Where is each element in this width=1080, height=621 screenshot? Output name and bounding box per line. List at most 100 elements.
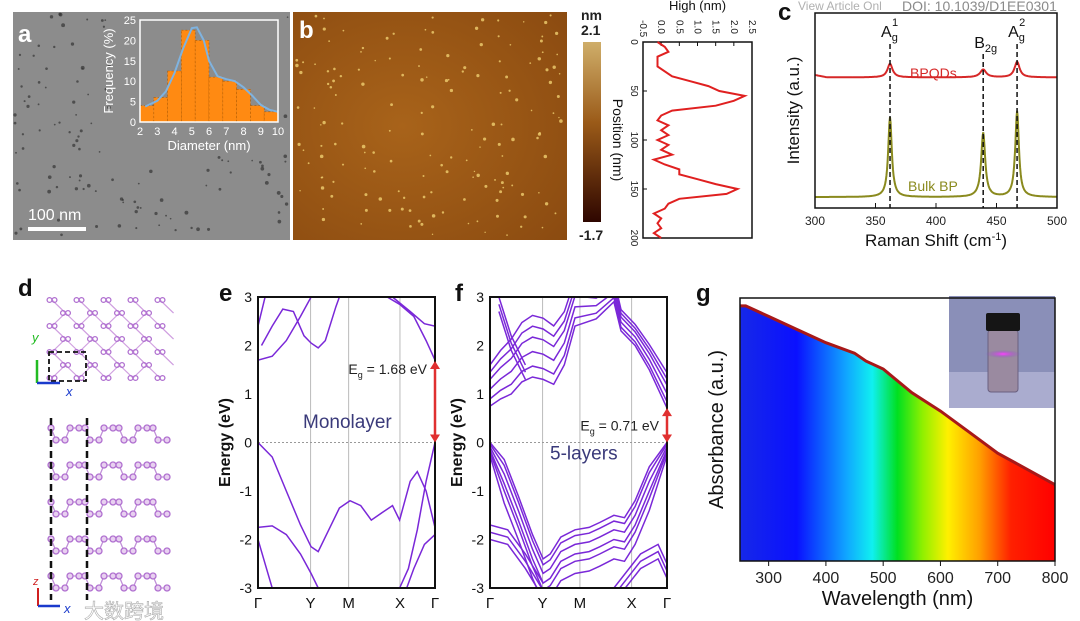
- quantum-dot: [522, 21, 525, 23]
- quantum-dot: [13, 113, 17, 117]
- x-tick-label: 3: [154, 126, 160, 138]
- vial-cap: [986, 313, 1020, 331]
- quantum-dot: [385, 36, 389, 40]
- y-tick-label: 1: [476, 386, 484, 402]
- y-tick-label: 0: [628, 39, 639, 45]
- histogram-bar: [236, 89, 251, 123]
- phosphorus-atom: [120, 547, 128, 555]
- quantum-dot: [498, 60, 501, 63]
- quantum-dot: [539, 39, 543, 43]
- histogram-bar: [250, 105, 265, 123]
- quantum-dot: [472, 176, 474, 179]
- quantum-dot: [523, 215, 527, 219]
- peak-label-superscript: 1: [892, 17, 898, 29]
- plot-frame: [642, 41, 753, 239]
- x-tick-label: 0.5: [673, 20, 684, 34]
- y-tick-label: -3: [240, 580, 253, 596]
- phosphorus-atom: [143, 498, 151, 506]
- phosphorus-atom: [154, 296, 161, 304]
- quantum-dot: [511, 137, 515, 142]
- phosphorus-atom: [115, 572, 123, 580]
- band-gap-label: Eg = 0.71 eV: [580, 417, 659, 436]
- quantum-dot: [505, 75, 509, 79]
- quantum-dot: [111, 178, 114, 182]
- quantum-dot: [418, 65, 420, 68]
- quantum-dot: [169, 217, 172, 220]
- footer-watermark: 大数跨境: [84, 600, 164, 621]
- phosphorus-atom: [66, 461, 74, 469]
- quantum-dot: [544, 20, 548, 25]
- x-axis-label: Raman Shift (cm-1): [865, 231, 1007, 250]
- watermark-view-article[interactable]: View Article Onl: [798, 0, 882, 13]
- y-tick-label: 0: [244, 435, 252, 451]
- quantum-dot: [461, 70, 464, 73]
- watermark-doi[interactable]: DOI: 10.1039/D1EE0301: [902, 0, 1057, 14]
- quantum-dot: [78, 179, 81, 182]
- quantum-dot: [58, 12, 63, 17]
- phosphorus-atom: [159, 348, 166, 356]
- phosphorus-atom: [143, 572, 151, 580]
- quantum-dot: [401, 73, 405, 77]
- quantum-dot: [530, 109, 533, 112]
- y-tick-label: -2: [472, 532, 485, 548]
- quantum-dot: [537, 57, 542, 61]
- quantum-dot: [360, 223, 363, 225]
- quantum-dot: [261, 164, 264, 168]
- energy-band: [498, 297, 527, 366]
- quantum-dot: [32, 54, 35, 57]
- quantum-dot: [341, 122, 344, 125]
- quantum-dot: [190, 226, 193, 230]
- quantum-dot: [388, 57, 391, 60]
- quantum-dot: [72, 143, 76, 147]
- phosphorus-atom: [115, 498, 123, 506]
- phosphorus-atom: [52, 584, 60, 592]
- y-tick-label: 3: [476, 289, 484, 305]
- y-tick-label: 15: [124, 56, 136, 68]
- quantum-dot: [501, 155, 504, 157]
- quantum-dot: [158, 224, 161, 227]
- phosphorus-atom: [46, 296, 53, 304]
- quantum-dot: [409, 225, 412, 228]
- quantum-dot: [361, 144, 366, 149]
- quantum-dot: [78, 174, 83, 178]
- quantum-dot: [283, 114, 288, 119]
- phosphorus-atom: [52, 547, 60, 555]
- quantum-dot: [339, 74, 343, 78]
- quantum-dot: [149, 169, 153, 174]
- quantum-dot: [342, 29, 345, 32]
- x-tick-label: 4: [171, 126, 177, 138]
- quantum-dot: [119, 197, 124, 201]
- quantum-dot: [322, 27, 326, 31]
- quantum-dot: [420, 78, 424, 82]
- quantum-dot: [520, 225, 523, 228]
- quantum-dot: [53, 123, 56, 126]
- phosphorus-atom: [132, 374, 139, 382]
- quantum-dot: [82, 187, 85, 191]
- quantum-dot: [556, 95, 560, 99]
- phosphorus-atom: [132, 296, 139, 304]
- phosphorus-atom: [52, 436, 60, 444]
- panel-label-c: c: [778, 0, 791, 26]
- valence-band: [490, 449, 667, 585]
- quantum-dot: [314, 14, 318, 18]
- x-tick-label: 300: [805, 214, 825, 228]
- phosphorus-atom: [145, 335, 153, 343]
- panel-label-e: e: [219, 280, 232, 307]
- panel-label-g: g: [696, 280, 711, 307]
- quantum-dot: [364, 208, 368, 212]
- phosphorus-atom: [52, 473, 60, 481]
- quantum-dot: [558, 72, 561, 75]
- afm-image: [293, 12, 567, 240]
- quantum-dot: [117, 224, 122, 228]
- quantum-dot: [502, 186, 505, 189]
- phosphorus-atom: [149, 461, 157, 469]
- quantum-dot: [497, 142, 501, 146]
- conduction-band: [490, 297, 667, 403]
- colorbar-unit: nm: [581, 7, 602, 23]
- quantum-dot: [341, 163, 345, 166]
- quantum-dot: [357, 68, 360, 71]
- histogram-bar: [181, 29, 196, 123]
- y-tick-label: 1: [244, 386, 252, 402]
